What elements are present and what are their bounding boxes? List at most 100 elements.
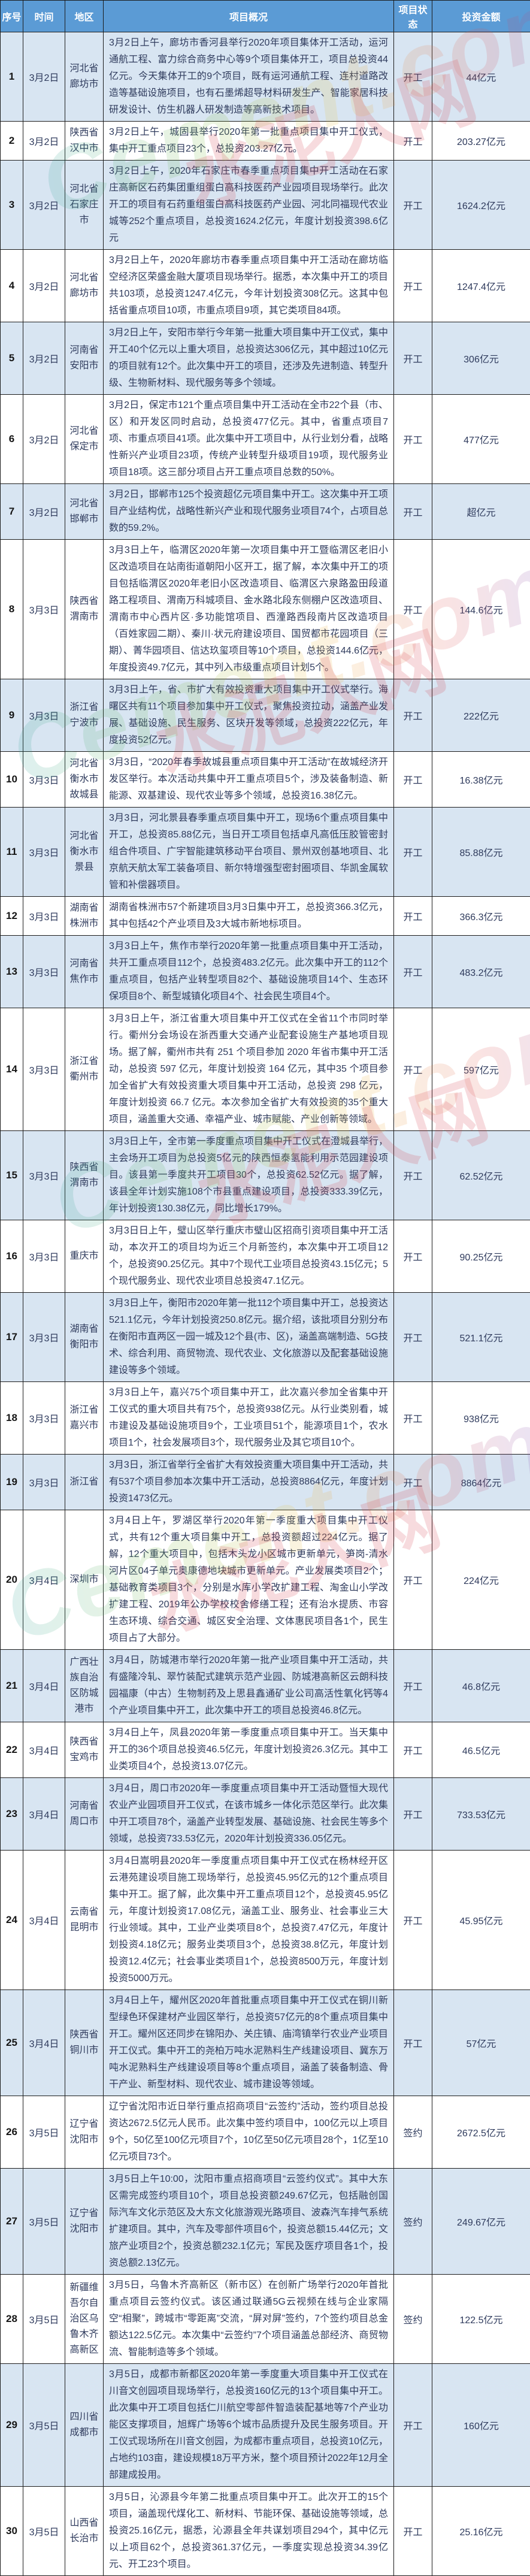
cell-region: 河北省石家庄市 xyxy=(65,161,104,250)
cell-amount: 1624.2亿元 xyxy=(432,161,530,250)
cell-region: 四川省成都市 xyxy=(65,2364,104,2487)
cell-summary: 3月5日，沁源县今年第二批重点项目集中开工。此次开工的15个项目，涵盖现代煤化工… xyxy=(104,2487,394,2576)
cell-region: 河南省周口市 xyxy=(65,1778,104,1851)
cell-date: 3月3日 xyxy=(23,1382,65,1455)
cell-summary: 3月2日上午，安阳市举行今年第一批重大项目集中开工仪式，集中开工40个亿元以上重… xyxy=(104,322,394,395)
cell-date: 3月2日 xyxy=(23,161,65,250)
cell-region: 湖南省衡阳市 xyxy=(65,1293,104,1382)
cell-region: 浙江省衢州市 xyxy=(65,1008,104,1131)
header-status: 项目状态 xyxy=(394,1,432,32)
table-row: 12 3月3日 湖南省株洲市 湖南省株洲市57个新建项目3月3日集中开工，总投资… xyxy=(1,897,530,936)
cell-status: 开工 xyxy=(394,1131,432,1220)
cell-status: 开工 xyxy=(394,250,432,322)
table-row: 10 3月3日 河北省衡水市故城县 3月3日，“2020年春季故城县重点项目集中… xyxy=(1,752,530,808)
table-row: 29 3月5日 四川省成都市 3月5日，成都市新都区2020年第一季度重大项目集… xyxy=(1,2364,530,2487)
cell-amount: 160亿元 xyxy=(432,2364,530,2487)
header-amount: 投资金额 xyxy=(432,1,530,32)
cell-amount: 57亿元 xyxy=(432,1990,530,2096)
cell-region: 河北省邯郸市 xyxy=(65,484,104,540)
cell-serial: 10 xyxy=(1,752,23,808)
cell-amount: 16.38亿元 xyxy=(432,752,530,808)
table-row: 9 3月3日 浙江省宁波市 3月3日上午，省、市扩大有效投资重大项目集中开工仪式… xyxy=(1,679,530,752)
cell-date: 3月3日 xyxy=(23,1131,65,1220)
cell-region: 河北省衡水市景县 xyxy=(65,808,104,897)
cell-region: 广西壮族自治区防城港市 xyxy=(65,1650,104,1722)
cell-amount: 222亿元 xyxy=(432,679,530,752)
table-row: 18 3月3日 浙江省嘉兴市 3月3日上午，嘉兴75个项目集中开工，此次嘉兴参加… xyxy=(1,1382,530,1455)
cell-date: 3月3日 xyxy=(23,897,65,936)
cell-amount: 90.25亿元 xyxy=(432,1220,530,1293)
cell-status: 开工 xyxy=(394,1382,432,1455)
cell-status: 开工 xyxy=(394,1650,432,1722)
cell-serial: 25 xyxy=(1,1990,23,2096)
cell-status: 开工 xyxy=(394,322,432,395)
table-row: 22 3月4日 陕西省宝鸡市 3月4日上午，凤县2020年第一季度重点项目集中开… xyxy=(1,1722,530,1778)
cell-region: 浙江省宁波市 xyxy=(65,679,104,752)
cell-amount: 203.27亿元 xyxy=(432,122,530,161)
cell-summary: 3月3日，“2020年春季故城县重点项目集中开工活动”在故城经济开发区举行。本次… xyxy=(104,752,394,808)
cell-serial: 23 xyxy=(1,1778,23,1851)
cell-amount: 2672.5亿元 xyxy=(432,2096,530,2169)
cell-status: 开工 xyxy=(394,1722,432,1778)
cell-region: 河北省保定市 xyxy=(65,395,104,484)
cell-region: 浙江省嘉兴市 xyxy=(65,1382,104,1455)
table-row: 6 3月2日 河北省保定市 3月2日，保定市121个重点项目集中开工活动在全市2… xyxy=(1,395,530,484)
cell-amount: 597亿元 xyxy=(432,1008,530,1131)
table-row: 2 3月2日 陕西省汉中市 3月2日上午，城固县举行2020年第一批重点项目集中… xyxy=(1,122,530,161)
cell-summary: 3月4日上午，耀州区2020年首批重点项目集中开工仪式在铜川新型绿色环保建材产业… xyxy=(104,1990,394,2096)
cell-summary: 3月2日，邯郸市125个投资超亿元项目集中开工。这次集中开工项目产业结构优，战略… xyxy=(104,484,394,540)
cell-serial: 18 xyxy=(1,1382,23,1455)
cell-status: 开工 xyxy=(394,1293,432,1382)
cell-status: 开工 xyxy=(394,540,432,679)
cell-status: 开工 xyxy=(394,752,432,808)
cell-serial: 9 xyxy=(1,679,23,752)
cell-summary: 3月5日上午10:00，沈阳市重点招商项目“云签约仪式”。其中大东区需完成签约项… xyxy=(104,2169,394,2275)
table-row: 16 3月3日 重庆市 3月3日日上午，璧山区举行重庆市璧山区招商引资项目集中开… xyxy=(1,1220,530,1293)
cell-date: 3月5日 xyxy=(23,2096,65,2169)
cell-date: 3月3日 xyxy=(23,1008,65,1131)
table-row: 8 3月3日 陕西省渭南市 3月3日上午，临渭区2020年第一次项目集中开工暨临… xyxy=(1,540,530,679)
cell-summary: 3月4日上午，罗湖区举行2020年第一季度重大项目集中开工仪式，共有12个重大项… xyxy=(104,1510,394,1650)
cell-status: 签约 xyxy=(394,2096,432,2169)
cell-amount: 85.88亿元 xyxy=(432,808,530,897)
cell-amount: 46.8亿元 xyxy=(432,1650,530,1722)
cell-amount: 46.5亿元 xyxy=(432,1722,530,1778)
cell-status: 开工 xyxy=(394,1455,432,1510)
cell-serial: 26 xyxy=(1,2096,23,2169)
cell-region: 陕西省渭南市 xyxy=(65,540,104,679)
table-row: 27 3月5日 辽宁省沈阳市 3月5日上午10:00，沈阳市重点招商项目“云签约… xyxy=(1,2169,530,2275)
table-row: 24 3月4日 云南省昆明市 3月4日嵩明县2020年一季度重点项目集中开工仪式… xyxy=(1,1851,530,1990)
cell-amount: 224亿元 xyxy=(432,1510,530,1650)
cell-date: 3月3日 xyxy=(23,1455,65,1510)
cell-region: 河北省廊坊市 xyxy=(65,250,104,322)
table-row: 11 3月3日 河北省衡水市景县 3月3日，河北景县春季重点项目集中开工，现场6… xyxy=(1,808,530,897)
cell-date: 3月2日 xyxy=(23,322,65,395)
cell-date: 3月4日 xyxy=(23,1990,65,2096)
cell-summary: 3月2日，保定市121个重点项目集中开工活动在全市22个县（市、区）和开发区同时… xyxy=(104,395,394,484)
cell-serial: 2 xyxy=(1,122,23,161)
cell-date: 3月4日 xyxy=(23,1650,65,1722)
header-region: 地区 xyxy=(65,1,104,32)
table-row: 13 3月3日 河南省焦作市 3月3日上午，焦作市举行2020年第一批重点项目集… xyxy=(1,936,530,1008)
cell-region: 陕西省渭南市 xyxy=(65,1131,104,1220)
cell-serial: 3 xyxy=(1,161,23,250)
cell-serial: 27 xyxy=(1,2169,23,2275)
cell-status: 开工 xyxy=(394,1008,432,1131)
cell-summary: 3月2日上午，廊坊市香河县举行2020年项目集体开工活动，运河通航工程、富力综合… xyxy=(104,32,394,122)
cell-amount: 144.6亿元 xyxy=(432,540,530,679)
cell-region: 山西省长治市 xyxy=(65,2487,104,2576)
cell-date: 3月3日 xyxy=(23,752,65,808)
cell-amount: 1247.4亿元 xyxy=(432,250,530,322)
cell-region: 陕西省汉中市 xyxy=(65,122,104,161)
cell-date: 3月4日 xyxy=(23,1778,65,1851)
cell-status: 开工 xyxy=(394,2487,432,2576)
table-row: 25 3月4日 陕西省铜川市 3月4日上午，耀州区2020年首批重点项目集中开工… xyxy=(1,1990,530,2096)
cell-amount: 超亿元 xyxy=(432,484,530,540)
cell-status: 开工 xyxy=(394,161,432,250)
cell-amount: 477亿元 xyxy=(432,395,530,484)
cell-date: 3月2日 xyxy=(23,395,65,484)
cell-summary: 3月5日，乌鲁木齐高新区（新市区）在创新广场举行2020年首批重点项目云签约仪式… xyxy=(104,2275,394,2364)
cell-region: 重庆市 xyxy=(65,1220,104,1293)
cell-summary: 3月2日上午，2020年石家庄市春季重点项目集中开工活动在石家庄高新区石药集团重… xyxy=(104,161,394,250)
